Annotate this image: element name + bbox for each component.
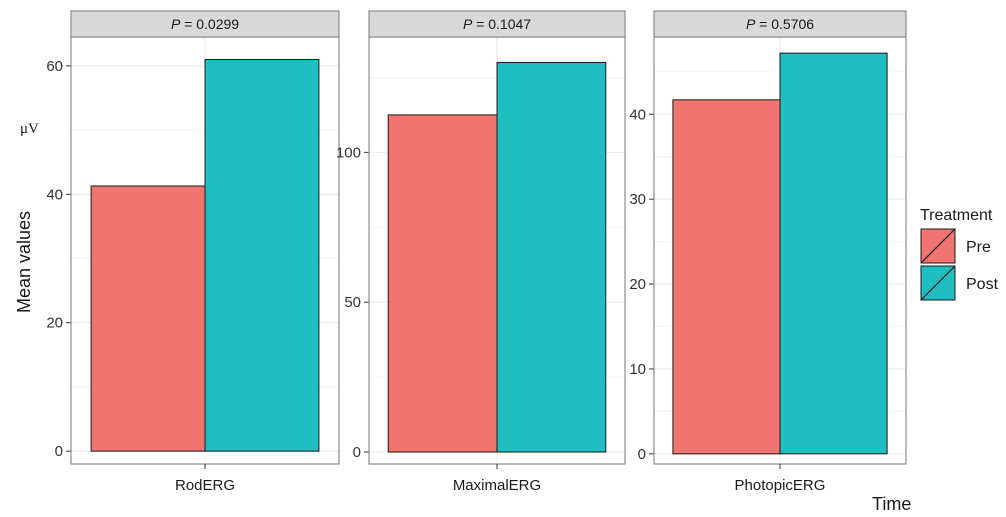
bar-post xyxy=(779,52,888,455)
legend-key-pre-slash xyxy=(920,228,956,264)
bar-post xyxy=(496,61,607,453)
bar-pre xyxy=(90,185,206,452)
legend-title: Treatment xyxy=(920,207,993,224)
y-tick-label: 40 xyxy=(46,186,63,203)
y-tick-label: 60 xyxy=(46,58,63,75)
y-tick-label: 0 xyxy=(55,443,63,460)
y-tick-label: 20 xyxy=(629,276,646,293)
y-tick-label: 0 xyxy=(353,444,361,461)
facet-strip-label: P = 0.5706 xyxy=(746,16,814,32)
y-tick-label: 20 xyxy=(46,315,63,332)
x-category-label: MaximalERG xyxy=(453,477,541,494)
y-tick-label: 10 xyxy=(629,361,646,378)
bar-pre xyxy=(672,99,781,455)
x-category-label: PhotopicERG xyxy=(735,477,826,494)
facet-panel-roderg: 0 20 40 60 P = 0.0299 RodERG xyxy=(46,10,340,494)
legend-label-pre: Pre xyxy=(966,239,991,256)
x-category-label: RodERG xyxy=(175,477,235,494)
facet-strip xyxy=(70,10,340,38)
y-tick-label: 40 xyxy=(629,106,646,123)
bar-pre xyxy=(387,114,498,453)
bar-post xyxy=(204,58,320,452)
y-tick-label: 50 xyxy=(344,294,361,311)
y-axis-title: Mean values xyxy=(14,211,34,313)
legend-label-post: Post xyxy=(966,276,999,293)
facet-strip xyxy=(368,10,626,38)
x-axis-title: Time xyxy=(872,494,911,514)
y-tick-label: 100 xyxy=(336,144,361,161)
legend-key-post-slash xyxy=(920,265,956,301)
y-tick-label: 0 xyxy=(638,446,646,463)
y-axis-unit: μV xyxy=(20,121,39,137)
legend: Treatment Pre Post xyxy=(920,207,999,301)
y-tick-label: 30 xyxy=(629,191,646,208)
facet-strip xyxy=(653,10,907,38)
facet-panel-photopicerg: 0 10 20 30 40 P = 0.5706 PhotopicERG xyxy=(629,10,907,494)
facet-strip-label: P = 0.0299 xyxy=(171,16,239,32)
facet-panel-maximalerg: 0 50 100 P = 0.1047 MaximalERG xyxy=(336,10,626,494)
facet-strip-label: P = 0.1047 xyxy=(463,16,531,32)
